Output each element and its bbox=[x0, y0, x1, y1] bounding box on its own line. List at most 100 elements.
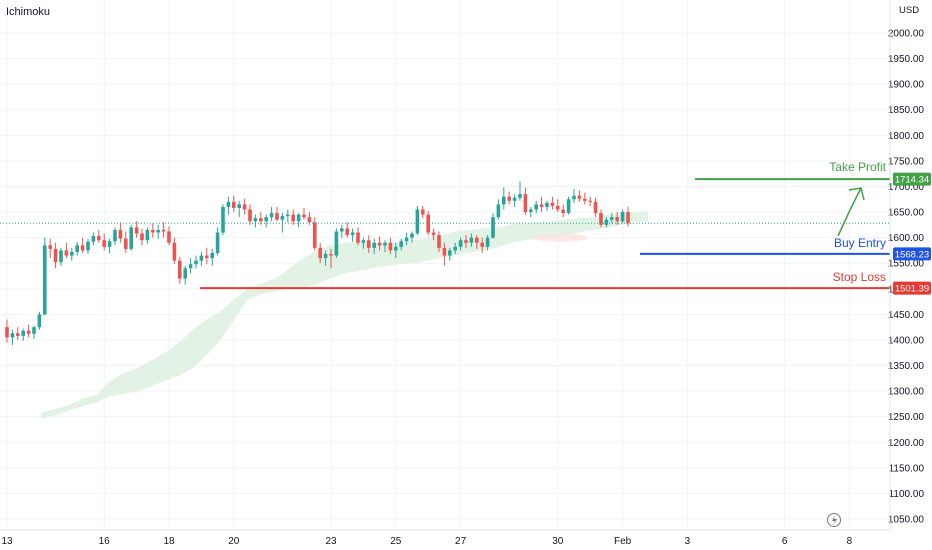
candle-body bbox=[334, 231, 339, 256]
y-tick-label: 1700.00 bbox=[888, 182, 925, 193]
candle-body bbox=[264, 217, 268, 222]
candle-body bbox=[426, 214, 430, 233]
y-tick-label: 1850.00 bbox=[888, 105, 925, 116]
candle-body bbox=[529, 209, 533, 213]
candle-body bbox=[588, 200, 592, 202]
candle-body bbox=[475, 237, 479, 243]
candle-body bbox=[118, 229, 123, 239]
candle-body bbox=[491, 217, 495, 238]
candle-body bbox=[323, 254, 328, 259]
candle-body bbox=[399, 241, 403, 247]
candle-body bbox=[210, 252, 214, 259]
candle-body bbox=[372, 242, 376, 248]
projection-arrow bbox=[837, 187, 862, 237]
candle-body bbox=[572, 195, 576, 200]
trade-levels: Take Profit Buy Entry Stop Loss bbox=[0, 160, 890, 290]
candle-body bbox=[178, 260, 182, 279]
candle-body bbox=[286, 214, 290, 217]
flash-icon bbox=[827, 513, 841, 527]
indicator-legend[interactable]: Ichimoku bbox=[6, 6, 51, 18]
candle-body bbox=[26, 330, 31, 334]
candle-body bbox=[329, 254, 333, 256]
time-axis[interactable]: 13 16 18 20 23 25 27 30 Feb 3 6 8 bbox=[0, 529, 890, 547]
candle-body bbox=[269, 213, 274, 218]
candle-body bbox=[394, 246, 398, 251]
stop-loss-price-tag-text: 1501.39 bbox=[895, 284, 929, 295]
candle-body bbox=[448, 250, 452, 256]
y-tick-label: 1200.00 bbox=[888, 438, 925, 449]
candle-body bbox=[145, 229, 150, 241]
candle-body bbox=[431, 232, 436, 236]
ichimoku-cloud bbox=[41, 211, 649, 420]
grid-lines bbox=[0, 0, 890, 530]
arrow-head-icon bbox=[848, 187, 865, 201]
candle-body bbox=[610, 217, 614, 220]
candle-body bbox=[43, 245, 47, 315]
take-profit-price-tag-text: 1714.34 bbox=[895, 175, 929, 186]
candle-body bbox=[259, 218, 263, 222]
candle-body bbox=[523, 194, 528, 213]
candle-body bbox=[410, 233, 414, 238]
candle-body bbox=[356, 232, 360, 243]
flash-icon-bolt bbox=[832, 515, 837, 526]
candle-body bbox=[566, 199, 571, 214]
candle-body bbox=[442, 247, 447, 256]
candle-body bbox=[453, 246, 457, 251]
buy-entry-price-tag-text: 1568.23 bbox=[895, 249, 929, 260]
x-tick-label: 8 bbox=[847, 536, 853, 547]
candle-body bbox=[21, 330, 25, 336]
candle-body bbox=[583, 198, 587, 201]
candle-body bbox=[496, 204, 501, 218]
candle-body bbox=[53, 248, 58, 263]
candle-body bbox=[340, 228, 344, 232]
x-tick-label: 20 bbox=[228, 536, 240, 547]
candle-body bbox=[539, 204, 544, 207]
candle-body bbox=[113, 229, 117, 242]
stop-loss-label: Stop Loss bbox=[833, 270, 886, 284]
candle-body bbox=[167, 231, 171, 243]
candle-body bbox=[237, 204, 241, 208]
candle-body bbox=[161, 229, 166, 232]
candle-body bbox=[5, 327, 9, 338]
take-profit-price-tag-bg bbox=[893, 172, 931, 186]
chart-annotations bbox=[827, 187, 865, 527]
candle-body bbox=[253, 218, 258, 222]
candle-body bbox=[64, 250, 69, 256]
candle-body bbox=[415, 209, 420, 234]
candle-body bbox=[361, 240, 366, 243]
y-tick-label: 1350.00 bbox=[888, 361, 925, 372]
candle-body bbox=[318, 247, 322, 259]
candle-body bbox=[275, 213, 279, 220]
candle-body bbox=[507, 196, 511, 201]
candle-body bbox=[512, 197, 517, 201]
candle-body bbox=[377, 242, 382, 246]
y-tick-label: 1450.00 bbox=[888, 310, 925, 321]
y-tick-label: 1950.00 bbox=[888, 54, 925, 65]
candle-body bbox=[550, 202, 555, 206]
y-tick-label: 1900.00 bbox=[888, 80, 925, 91]
candle-body bbox=[97, 236, 101, 241]
x-tick-label: 16 bbox=[99, 536, 111, 547]
x-tick-label: 27 bbox=[455, 536, 467, 547]
candle-body bbox=[593, 201, 598, 214]
y-tick-label: 1600.00 bbox=[888, 233, 925, 244]
candle-body bbox=[437, 235, 441, 248]
candle-body bbox=[296, 214, 301, 222]
y-tick-label: 1050.00 bbox=[888, 515, 925, 526]
y-tick-label: 1300.00 bbox=[888, 387, 925, 398]
stop-loss-price-tag: 1501.39 bbox=[893, 281, 931, 295]
candle-body bbox=[37, 314, 42, 328]
candle-body bbox=[205, 255, 209, 259]
candle-body bbox=[280, 216, 285, 220]
candle-body bbox=[383, 242, 387, 246]
candle-body bbox=[307, 217, 312, 223]
candle-body bbox=[599, 213, 603, 225]
candle-body bbox=[291, 214, 295, 222]
price-axis[interactable]: 2000.00 1950.00 1900.00 1850.00 1800.00 1750.… bbox=[888, 0, 925, 530]
candle-body bbox=[156, 229, 160, 233]
candle-body bbox=[242, 204, 247, 210]
candle-body bbox=[10, 333, 15, 338]
candle-body bbox=[421, 209, 425, 215]
candle-body bbox=[464, 240, 468, 243]
